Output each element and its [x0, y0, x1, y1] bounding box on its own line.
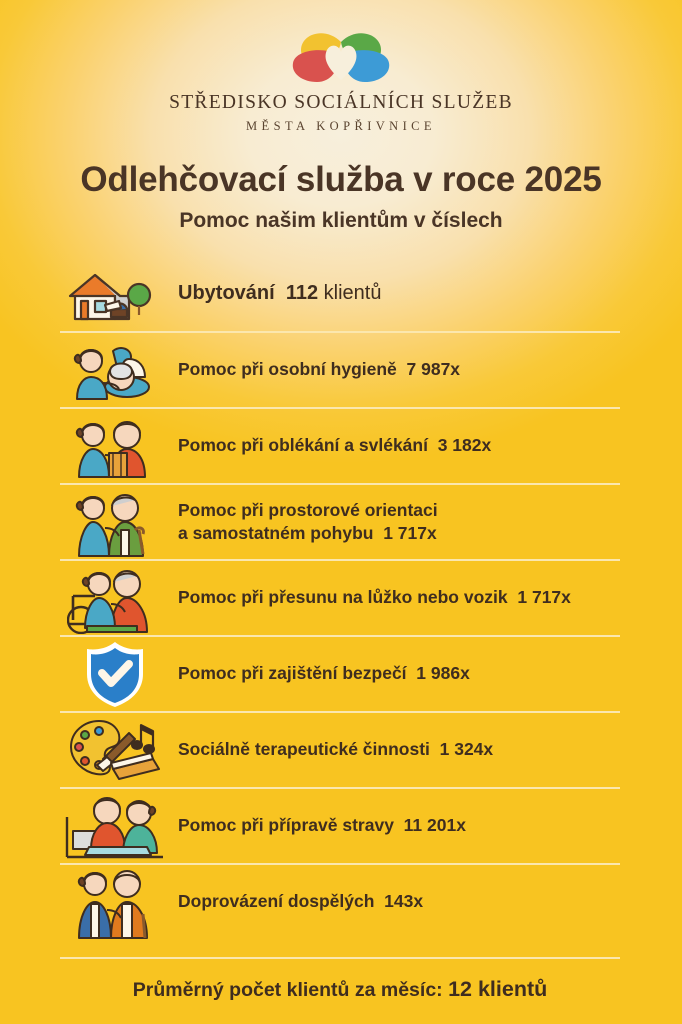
list-item-label-line2: a samostatném pohybu [178, 523, 374, 543]
list-item: Ubytování 112 klientů [60, 255, 620, 331]
list-item: Pomoc při osobní hygieně 7 987x [60, 331, 620, 407]
statistics-list: Ubytování 112 klientů [60, 255, 620, 939]
list-item-label: Pomoc při přesunu na lůžko nebo vozik [178, 587, 508, 608]
palette-music-book-icon [60, 714, 170, 786]
list-item-value: 143x [384, 891, 424, 912]
footer-text: Průměrný počet klientů za měsíc: 12 klie… [60, 977, 620, 1002]
list-item-label: Sociálně terapeutické činnosti [178, 739, 430, 760]
list-item-label: Doprovázení dospělých [178, 891, 375, 912]
list-item-text: Pomoc při přesunu na lůžko nebo vozik 1 … [170, 586, 571, 609]
footer-summary: Průměrný počet klientů za měsíc: 12 klie… [60, 957, 620, 1002]
list-item: Pomoc při prostorové orientaci a samosta… [60, 483, 620, 559]
list-item-text: Pomoc při zajištění bezpečí 1 986x [170, 662, 470, 685]
list-item-value: 1 986x [416, 663, 470, 684]
list-item-value: 1 324x [439, 739, 494, 760]
footer-value: 12 klientů [448, 977, 548, 1001]
meal-preparation-bed-icon [60, 790, 170, 862]
list-item-value: 112 [285, 281, 319, 304]
page-title: Odlehčovací služba v roce 2025 [80, 160, 602, 199]
list-item-text: Doprovázení dospělých 143x [170, 890, 423, 913]
list-item-text: Pomoc při oblékání a svlékání 3 182x [170, 434, 491, 457]
walking-assistance-cane-icon [60, 486, 170, 558]
list-item: Sociálně terapeutické činnosti 1 324x [60, 711, 620, 787]
list-item: Pomoc při zajištění bezpečí 1 986x [60, 635, 620, 711]
list-item-value: 3 182x [437, 435, 492, 456]
dressing-assistance-icon [60, 410, 170, 482]
list-item-label: Pomoc při přípravě stravy [178, 815, 394, 836]
house-with-bed-icon [60, 255, 170, 331]
footer-label: Průměrný počet klientů za měsíc: [132, 979, 443, 1001]
list-item-label: Pomoc při oblékání a svlékání [178, 435, 428, 456]
list-item: Doprovázení dospělých 143x [60, 863, 620, 939]
list-item-unit: klientů [323, 281, 382, 304]
list-item-label: Pomoc při prostorové orientaci [178, 499, 438, 520]
list-item-label: Ubytování [178, 281, 275, 304]
list-item-text: Sociálně terapeutické činnosti 1 324x [170, 738, 493, 761]
accompanying-adults-icon [60, 866, 170, 939]
list-item-value: 1 717x [517, 587, 571, 608]
list-item: Pomoc při oblékání a svlékání 3 182x [60, 407, 620, 483]
brand-name: STŘEDISKO SOCIÁLNÍCH SLUŽEB [169, 92, 513, 113]
shield-check-icon [60, 638, 170, 710]
list-item-text: Ubytování 112 klientů [170, 280, 381, 306]
list-item-value: 7 987x [406, 359, 461, 380]
list-item-value: 1 717x [383, 523, 437, 543]
list-item-text: Pomoc při osobní hygieně 7 987x [170, 358, 460, 381]
four-petal-heart-logo [292, 33, 390, 82]
wheelchair-transfer-icon [60, 562, 170, 634]
brand-header: STŘEDISKO SOCIÁLNÍCH SLUŽEB MĚSTA KOPŘIV… [0, 0, 682, 134]
list-item-value: 11 201x [403, 815, 466, 836]
page-subtitle: Pomoc našim klientům v číslech [179, 209, 503, 232]
list-item: Pomoc při přípravě stravy 11 201x [60, 787, 620, 863]
list-item-text: Pomoc při přípravě stravy 11 201x [170, 814, 466, 837]
list-item-text: Pomoc při prostorové orientaci a samosta… [170, 499, 438, 545]
list-item: Pomoc při přesunu na lůžko nebo vozik 1 … [60, 559, 620, 635]
list-item-label: Pomoc při zajištění bezpečí [178, 663, 407, 684]
hair-washing-hygiene-icon [60, 334, 170, 406]
list-item-label: Pomoc při osobní hygieně [178, 359, 397, 380]
brand-subname: MĚSTA KOPŘIVNICE [246, 119, 436, 133]
